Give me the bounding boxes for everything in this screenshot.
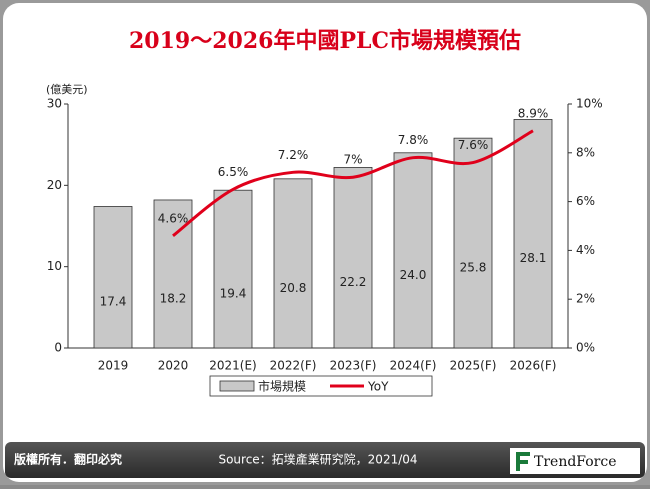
- bar-value-label: 25.8: [460, 261, 487, 275]
- x-tick-label: 2022(F): [270, 359, 317, 373]
- y2-tick-label: 2%: [576, 292, 595, 306]
- y-tick-label: 30: [47, 97, 62, 111]
- x-tick-label: 2025(F): [450, 359, 497, 373]
- bar-value-label: 20.8: [280, 281, 307, 295]
- x-tick-label: 2024(F): [390, 359, 437, 373]
- line-value-label: 7.6%: [458, 138, 489, 152]
- line-value-label: 4.6%: [158, 211, 189, 225]
- x-tick-label: 2021(E): [209, 359, 256, 373]
- y-tick-label: 0: [54, 341, 62, 355]
- legend-label: 市場規模: [258, 379, 306, 394]
- bar: [333, 167, 373, 349]
- x-tick-label: 2020: [158, 359, 189, 373]
- line-value-label: 6.5%: [218, 165, 249, 179]
- legend-swatch: [219, 380, 255, 392]
- y2-tick-label: 0%: [576, 341, 595, 355]
- bar-value-label: 17.4: [100, 295, 127, 309]
- line-value-label: 8.9%: [518, 106, 549, 120]
- logo-mark: [516, 452, 530, 471]
- chart-title: 2019～2026年中國PLC市場規模預估: [129, 28, 521, 54]
- frame: [3, 3, 647, 482]
- bar-value-label: 24.0: [400, 268, 427, 282]
- source: Source：拓墣產業研究院，2021/04: [218, 452, 417, 467]
- bar: [393, 152, 433, 349]
- y-tick-label: 20: [47, 178, 62, 192]
- line-value-label: 7.8%: [398, 133, 429, 147]
- logo-bg: [510, 448, 640, 474]
- bar: [93, 206, 133, 349]
- legend-box: [209, 375, 433, 397]
- x-tick-label: 2026(F): [510, 359, 557, 373]
- y2-tick-label: 10%: [576, 97, 603, 111]
- y-axis-label: (億美元): [46, 83, 88, 96]
- line-value-label: 7.2%: [278, 148, 309, 162]
- x-tick-label: 2019: [98, 359, 129, 373]
- bar: [513, 119, 553, 349]
- bar: [273, 178, 313, 349]
- bar-value-label: 28.1: [520, 251, 547, 265]
- bar-value-label: 22.2: [340, 275, 367, 289]
- y2-tick-label: 6%: [576, 194, 595, 208]
- bar-value-label: 19.4: [220, 287, 247, 301]
- line-value-label: 7%: [343, 153, 362, 167]
- footer-bar: [5, 442, 645, 478]
- yoy-line: [172, 129, 534, 237]
- y2-tick-label: 4%: [576, 243, 595, 257]
- bar: [213, 189, 253, 349]
- bar-value-label: 18.2: [160, 291, 187, 305]
- rights: 版權所有．翻印必究: [14, 452, 122, 467]
- y2-tick-label: 8%: [576, 145, 595, 159]
- legend-label: YoY: [367, 380, 389, 394]
- bar: [453, 137, 493, 349]
- y-tick-label: 10: [47, 259, 62, 273]
- x-tick-label: 2023(F): [330, 359, 377, 373]
- brand: TrendForce: [534, 454, 617, 470]
